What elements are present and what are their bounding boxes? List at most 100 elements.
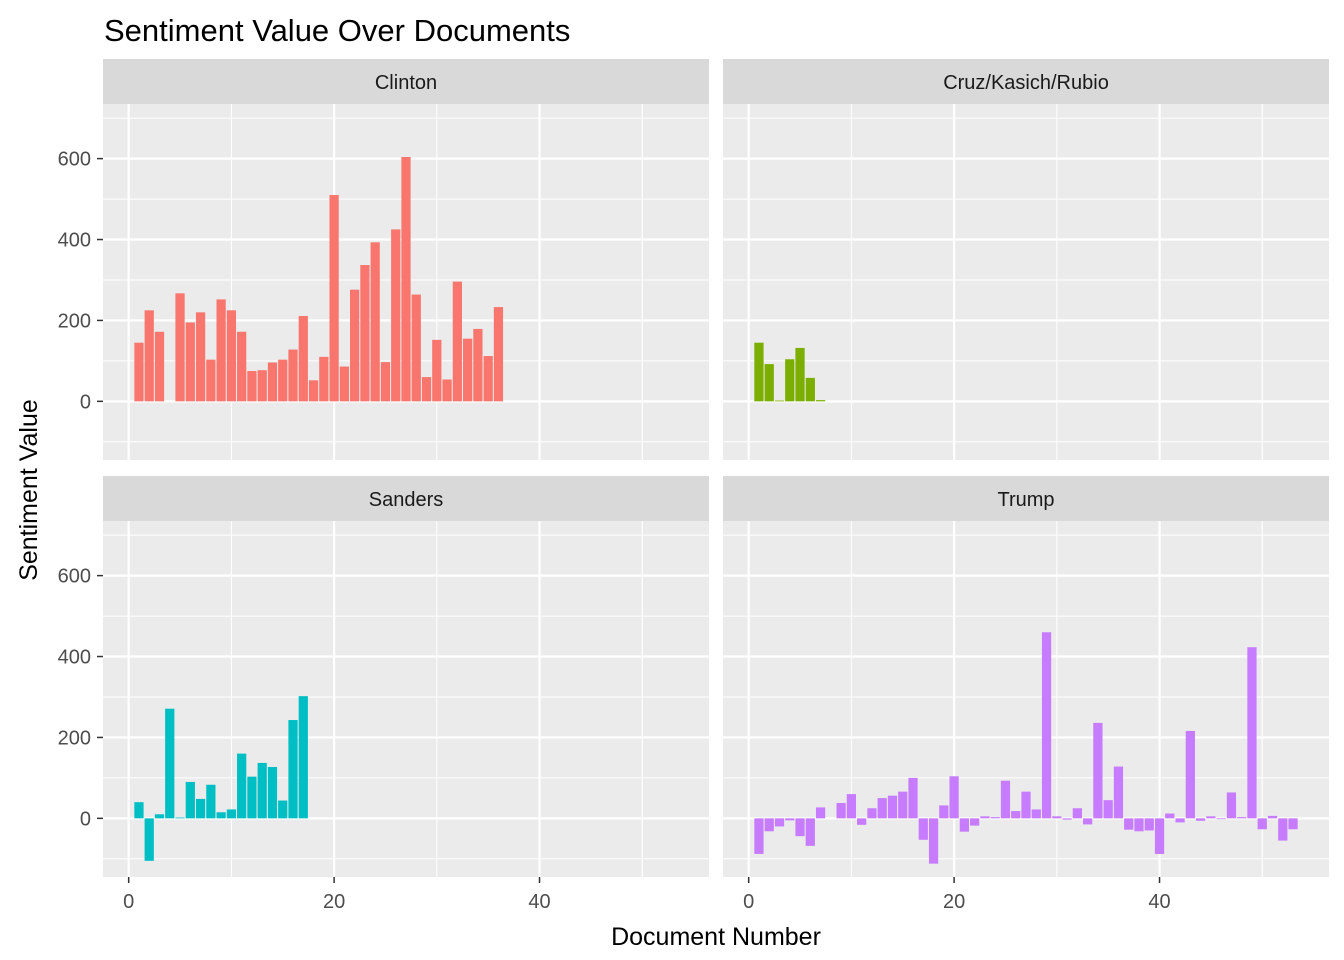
facet-strip [103, 476, 709, 521]
bar [1154, 818, 1165, 854]
bar [226, 809, 237, 819]
bar [1175, 818, 1185, 823]
bar [1072, 808, 1082, 819]
facet-strip [103, 59, 709, 104]
bar [247, 371, 257, 402]
y-tick-label: 600 [58, 566, 91, 588]
bar [391, 229, 401, 402]
bar [483, 356, 493, 402]
bar [918, 818, 928, 840]
bar [774, 818, 785, 827]
bar [421, 377, 432, 402]
bar [360, 265, 370, 402]
bar [493, 307, 504, 402]
bar [1103, 800, 1113, 819]
bar [1124, 818, 1134, 830]
y-tick-label: 0 [80, 808, 91, 830]
bar [867, 808, 877, 819]
bar [319, 356, 329, 402]
bar [1247, 647, 1257, 819]
bar [1113, 766, 1124, 819]
bar [1093, 722, 1103, 819]
bar [237, 753, 247, 819]
bar [267, 362, 278, 402]
bar [949, 776, 959, 819]
bar [226, 310, 237, 402]
bar [452, 281, 462, 402]
bar [774, 400, 785, 402]
bar [1062, 818, 1072, 820]
x-tick-label: 20 [943, 891, 965, 913]
bar [288, 720, 298, 819]
bar [195, 312, 206, 402]
bar [1185, 730, 1195, 819]
bar [411, 294, 421, 402]
facet-strip [723, 59, 1329, 104]
bar [370, 242, 380, 402]
bar [1288, 818, 1298, 830]
bar [288, 349, 298, 402]
bar [206, 359, 216, 402]
bar [339, 366, 349, 402]
bar [298, 696, 308, 819]
bar [1134, 818, 1144, 832]
bar [1206, 816, 1216, 819]
bar [1041, 632, 1052, 819]
bar [928, 818, 939, 864]
panel-background [103, 521, 709, 877]
bar [1216, 818, 1226, 820]
bar [970, 818, 980, 826]
chart-title: Sentiment Value Over Documents [104, 13, 570, 48]
x-tick-label: 0 [743, 891, 754, 913]
bar [1052, 816, 1062, 819]
bar [278, 359, 288, 402]
panel-background [723, 104, 1329, 460]
bar [1226, 792, 1237, 819]
bar [1031, 809, 1041, 819]
x-tick-label: 20 [323, 891, 345, 913]
bar [1144, 818, 1154, 831]
bar [216, 299, 226, 402]
bar [1257, 818, 1267, 830]
bar [1083, 818, 1093, 825]
facet-cruz-kasich-rubio: Cruz/Kasich/Rubio [723, 59, 1329, 460]
bar [990, 817, 1000, 819]
bar [754, 818, 764, 854]
bar [815, 400, 826, 402]
y-tick-label: 600 [58, 149, 91, 171]
bar [959, 818, 969, 832]
y-tick-label: 400 [58, 230, 91, 252]
facet-strip-label: Clinton [375, 72, 437, 94]
bar [237, 331, 247, 402]
bar [877, 798, 887, 819]
facet-clinton: Clinton 0 200 400 600 [58, 59, 709, 460]
bar [785, 818, 795, 821]
bar [980, 816, 990, 819]
bar [165, 708, 175, 819]
x-tick-label: 40 [528, 891, 550, 913]
x-tick-label: 0 [123, 891, 134, 913]
bar [206, 784, 216, 819]
bar [887, 795, 898, 819]
bar [144, 310, 154, 402]
facet-trump: Trump 0 20 40 [723, 476, 1329, 913]
bar [134, 342, 144, 402]
bar [350, 289, 360, 402]
bar [278, 800, 288, 819]
facet-panels: Clinton0200400600Cruz/Kasich/RubioSander… [58, 59, 1329, 913]
bar [175, 293, 185, 402]
x-tick-label: 40 [1148, 891, 1170, 913]
bar [795, 818, 805, 837]
bar [805, 377, 815, 402]
bar [898, 791, 908, 819]
bar [1267, 815, 1278, 819]
x-axis-title: Document Number [611, 923, 821, 951]
bar [257, 762, 267, 819]
bar [154, 814, 165, 819]
bar [329, 195, 339, 402]
bar [216, 812, 226, 819]
bar [805, 818, 815, 846]
bar [1195, 818, 1206, 821]
bar [185, 781, 195, 819]
